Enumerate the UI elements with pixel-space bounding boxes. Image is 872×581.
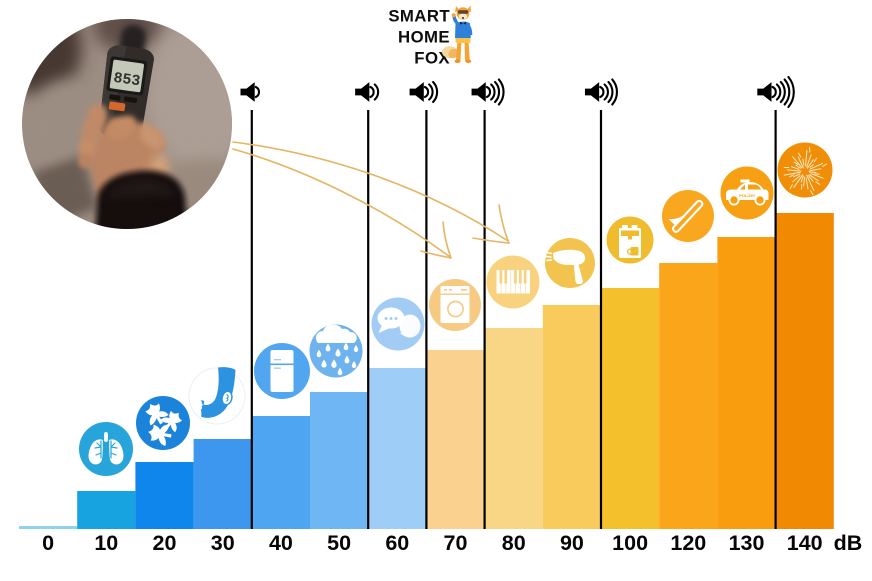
svg-text:40: 40 (269, 531, 293, 555)
svg-text:POLIZEI: POLIZEI (739, 193, 755, 198)
svg-text:140: 140 (787, 531, 823, 555)
svg-text:FOX: FOX (414, 49, 450, 68)
svg-text:10: 10 (94, 531, 118, 555)
svg-text:dB: dB (834, 531, 863, 555)
svg-text:30: 30 (211, 531, 235, 555)
svg-text:HOME: HOME (398, 28, 450, 47)
svg-text:60: 60 (385, 531, 409, 555)
svg-text:SMART: SMART (388, 7, 450, 26)
svg-text:90: 90 (560, 531, 584, 555)
svg-text:130: 130 (729, 531, 765, 555)
svg-text:50: 50 (327, 531, 351, 555)
svg-text:70: 70 (444, 531, 468, 555)
svg-text:120: 120 (670, 531, 706, 555)
svg-text:80: 80 (502, 531, 526, 555)
svg-text:853: 853 (112, 70, 141, 91)
svg-text:100: 100 (612, 531, 648, 555)
svg-text:20: 20 (153, 531, 177, 555)
svg-text:0: 0 (42, 531, 54, 555)
